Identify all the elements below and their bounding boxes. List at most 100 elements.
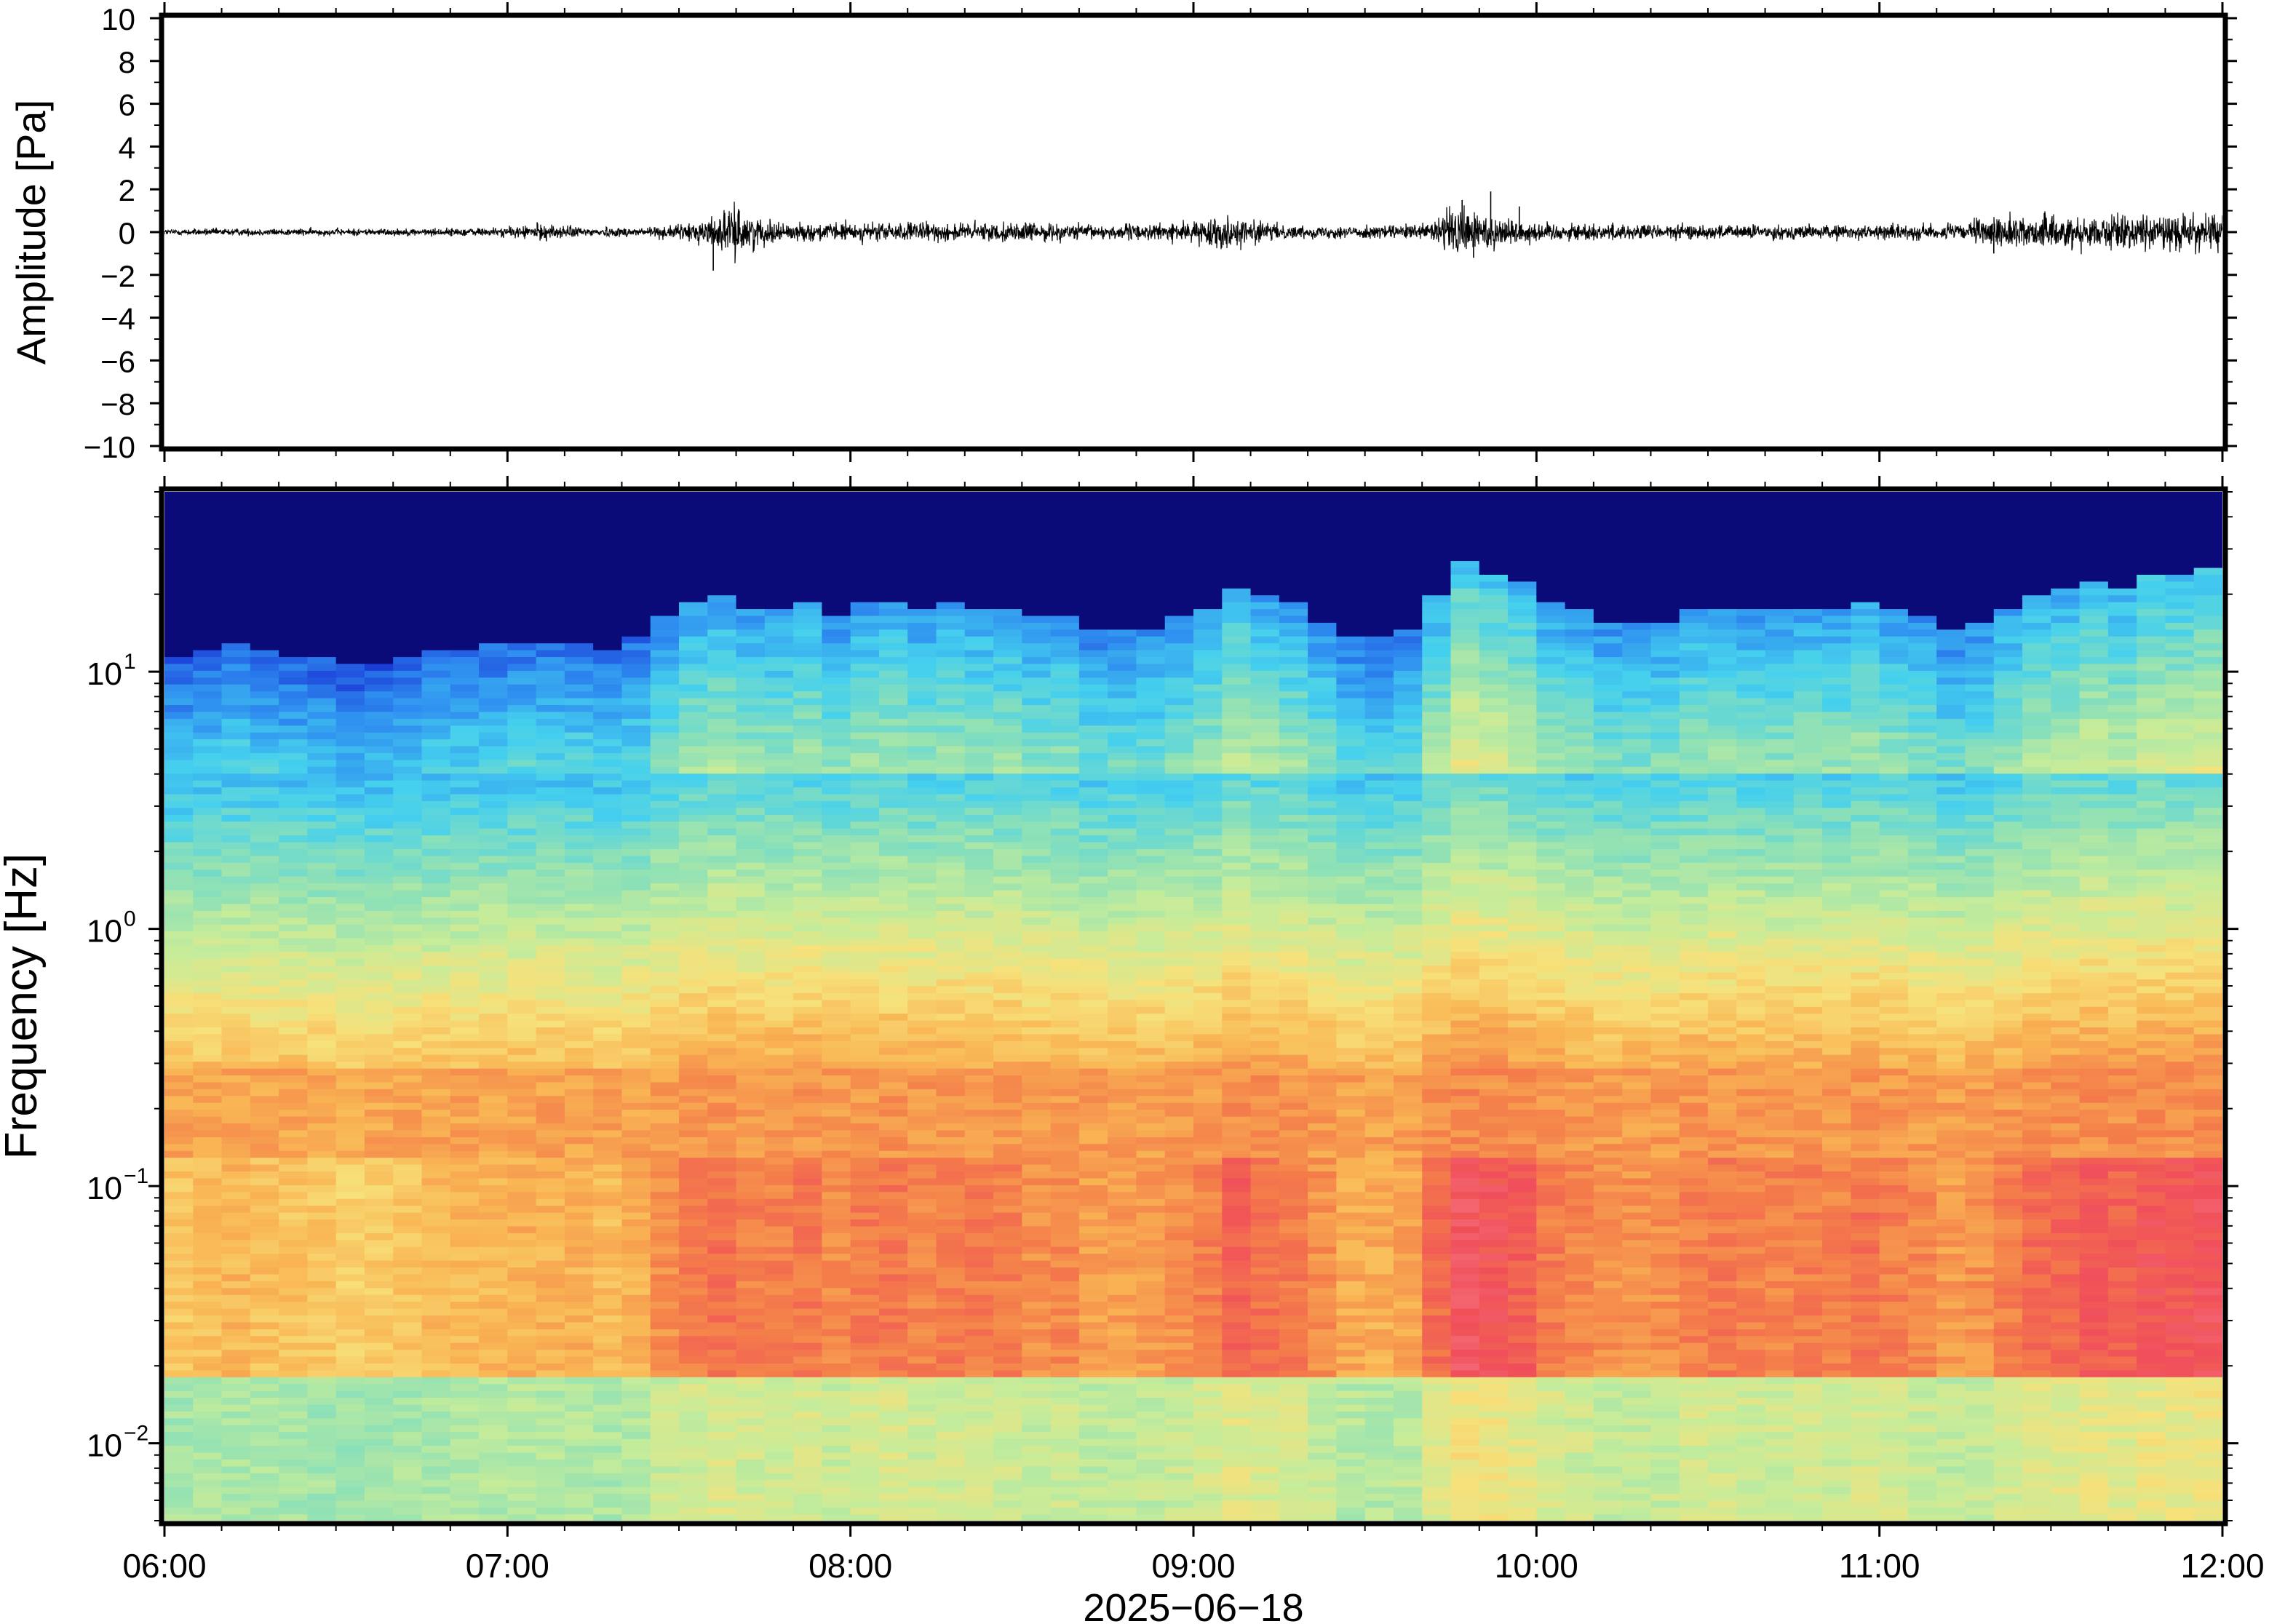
spectrogram-cell [936, 1404, 966, 1412]
spectrogram-cell [593, 1006, 623, 1014]
spectrogram-cell [279, 931, 309, 939]
spectrogram-cell [564, 1321, 594, 1329]
spectrogram-cell [393, 1211, 423, 1220]
spectrogram-cell [335, 697, 365, 706]
spectrogram-cell [307, 1067, 337, 1076]
spectrogram-cell [964, 1150, 994, 1158]
spectrogram-cell [307, 1425, 337, 1433]
spectrogram-cell [593, 718, 623, 726]
spectrogram-cell [764, 1054, 794, 1062]
spectrogram-cell [679, 1013, 709, 1021]
spectrogram-cell [993, 1233, 1023, 1241]
spectrogram-cell [564, 1369, 594, 1377]
spectrogram-cell [307, 1513, 337, 1521]
spectrogram-cell [221, 601, 251, 610]
spectrogram-cell [764, 1431, 794, 1439]
spectrogram-cell [707, 731, 737, 740]
spectrogram-cell [679, 910, 709, 918]
spectrogram-cell [993, 1500, 1023, 1508]
spectrogram-cell [421, 567, 451, 575]
spectrogram-cell [1050, 766, 1080, 774]
spectrogram-cell [221, 608, 251, 616]
spectrogram-cell [507, 869, 537, 877]
spectrogram-cell [621, 1109, 651, 1117]
spectrogram-cell [878, 1342, 909, 1350]
spectrogram-cell [1022, 1006, 1052, 1014]
spectrogram-cell [878, 1019, 909, 1028]
spectrogram-cell [822, 1033, 851, 1041]
spectrogram-cell [421, 1123, 451, 1131]
spectrogram-cell [621, 1019, 651, 1028]
spectrogram-cell [907, 608, 937, 616]
spectrogram-cell [1022, 587, 1052, 596]
spectrogram-cell [250, 492, 279, 500]
spectrogram-cell [335, 1088, 365, 1096]
spectrogram-cell [307, 725, 337, 733]
spectrogram-cell [507, 608, 537, 616]
spectrogram-cell [193, 1191, 223, 1199]
spectrogram-cell [193, 615, 223, 623]
spectrogram-cell [335, 1315, 365, 1323]
spectrogram-cell [479, 827, 509, 836]
spectrogram-cell [936, 814, 966, 822]
spectrogram-cell [421, 766, 451, 774]
spectrogram-cell [793, 910, 823, 918]
spectrogram-cell [736, 1294, 766, 1302]
spectrogram-cell [764, 1040, 794, 1048]
spectrogram-cell [707, 1177, 737, 1185]
spectrogram-cell [507, 1198, 537, 1206]
spectrogram-cell [250, 656, 279, 664]
spectrogram-cell [793, 999, 823, 1007]
spectrogram-cell [564, 1507, 594, 1515]
spectrogram-cell [364, 883, 394, 891]
spectrogram-cell [907, 725, 937, 733]
spectrogram-cell [507, 704, 537, 712]
spectrogram-cell [679, 1459, 709, 1467]
spectrogram-cell [621, 492, 651, 500]
spectrogram-cell [1050, 979, 1080, 987]
spectrogram-cell [507, 1163, 537, 1172]
spectrogram-cell [621, 1047, 651, 1055]
spectrogram-cell [707, 827, 737, 836]
spectrogram-cell [679, 800, 709, 808]
spectrogram-cell [850, 835, 880, 843]
spectrogram-cell [822, 1404, 851, 1412]
spectrogram-cell [221, 1239, 251, 1247]
spectrogram-cell [993, 1198, 1023, 1206]
spectrogram-cell [507, 1177, 537, 1185]
spectrogram-cell [964, 1411, 994, 1419]
spectrogram-cell [335, 1493, 365, 1501]
spectrogram-cell [650, 1019, 680, 1028]
spectrogram-cell [536, 1061, 565, 1069]
spectrogram-cell [564, 656, 594, 664]
spectrogram-cell [878, 807, 909, 815]
spectrogram-cell [964, 553, 994, 562]
spectrogram-cell [593, 1198, 623, 1206]
spectrogram-cell [279, 1088, 309, 1096]
spectrogram-cell [279, 1040, 309, 1048]
spectrogram-cell [335, 1075, 365, 1083]
spectrogram-cell [479, 773, 509, 781]
spectrogram-cell [364, 917, 394, 925]
spectrogram-cell [1050, 526, 1080, 534]
spectrogram-cell [878, 835, 909, 843]
spectrogram-cell [764, 622, 794, 630]
spectrogram-cell [964, 1294, 994, 1302]
spectrogram-cell [850, 1115, 880, 1124]
spectrogram-cell [650, 1507, 680, 1515]
spectrogram-cell [764, 931, 794, 939]
spectrogram-cell [507, 1321, 537, 1329]
spectrogram-cell [450, 848, 480, 856]
spectrogram-cell [393, 1465, 423, 1473]
spectrogram-cell [707, 787, 737, 795]
spectrogram-cell [421, 999, 451, 1007]
spectrogram-cell [993, 1404, 1023, 1412]
spectrogram-cell [993, 656, 1023, 664]
spectrogram-cell [707, 1198, 737, 1206]
spectrogram-cell [850, 731, 880, 740]
spectrogram-cell [650, 553, 680, 562]
spectrogram-cell [936, 1438, 966, 1446]
spectrogram-cell [279, 1033, 309, 1041]
spectrogram-cell [679, 875, 709, 884]
spectrogram-cell [936, 498, 966, 506]
